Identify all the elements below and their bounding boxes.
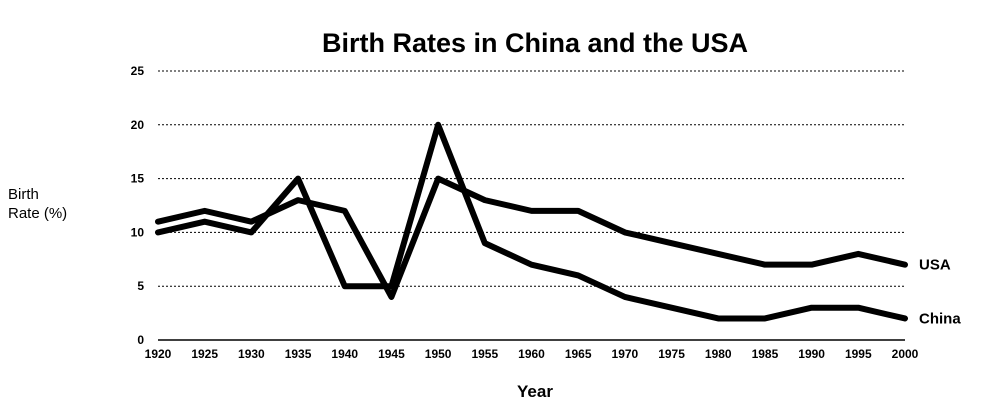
x-tick-label: 1970 — [612, 347, 639, 361]
x-tick-label: 1960 — [518, 347, 545, 361]
y-tick-label: 0 — [137, 333, 144, 347]
y-axis-label-line1: Birth — [8, 186, 39, 203]
series-label-usa: USA — [919, 257, 951, 274]
x-tick-label: 1935 — [285, 347, 312, 361]
series-line-usa — [155, 175, 908, 300]
x-tick-label: 1985 — [752, 347, 779, 361]
x-tick-label: 2000 — [892, 347, 919, 361]
x-tick-label: 1965 — [565, 347, 592, 361]
x-tick-label: 1990 — [798, 347, 825, 361]
x-tick-label: 1930 — [238, 347, 265, 361]
y-tick-label: 25 — [131, 64, 145, 78]
x-tick-label: 1940 — [331, 347, 358, 361]
x-tick-label: 1955 — [471, 347, 498, 361]
x-tick-label: 1950 — [425, 347, 452, 361]
x-tick-labels: 1920 1925 1930 1935 1940 1945 1950 1955 1960 1965… — [145, 347, 919, 361]
chart-title: Birth Rates in China and the USA — [322, 28, 748, 58]
y-tick-label: 20 — [131, 118, 145, 132]
x-tick-label: 1975 — [658, 347, 685, 361]
y-tick-labels: 0 5 10 15 20 25 — [131, 64, 145, 347]
x-tick-label: 1920 — [145, 347, 172, 361]
series-labels: USA China — [919, 257, 961, 328]
series-line-china — [155, 121, 908, 322]
y-tick-label: 10 — [131, 225, 145, 239]
x-axis-label: Year — [517, 382, 553, 401]
y-tick-label: 5 — [137, 279, 144, 293]
y-tick-label: 15 — [131, 172, 145, 186]
x-tick-label: 1995 — [845, 347, 872, 361]
x-tick-label: 1945 — [378, 347, 405, 361]
series-lines — [155, 121, 908, 322]
grid-lines — [158, 70, 905, 341]
y-axis-label-line2: Rate (%) — [8, 205, 67, 222]
x-tick-label: 1980 — [705, 347, 732, 361]
series-label-china: China — [919, 310, 961, 327]
x-tick-label: 1925 — [191, 347, 218, 361]
